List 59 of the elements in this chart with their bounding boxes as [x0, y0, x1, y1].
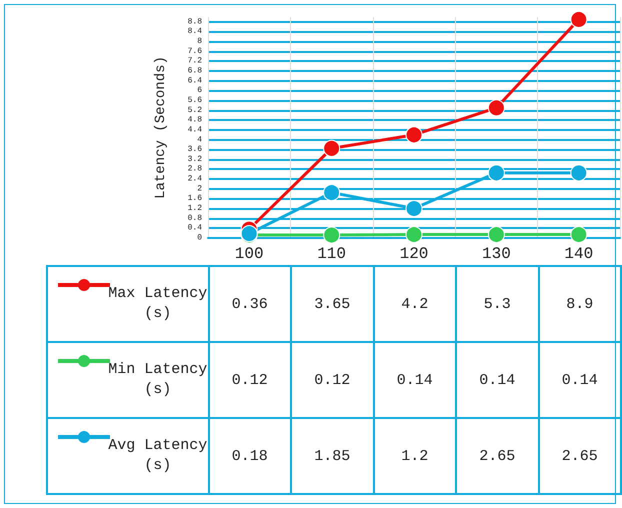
data-label: 0.12 [291, 342, 374, 418]
y-tick-label: 1.6 [188, 194, 202, 204]
y-tick-label: 2.4 [188, 174, 202, 184]
data-label: 0.14 [456, 342, 538, 418]
data-label: 2.65 [538, 418, 621, 494]
legend-label: Min Latency (s) [107, 360, 208, 400]
y-tick-label: 3.6 [188, 145, 202, 154]
data-label: 0.14 [374, 342, 456, 418]
y-tick-label: 0.4 [188, 224, 202, 233]
y-tick-label: 6.8 [188, 66, 202, 76]
y-tick-label: 8 [197, 37, 202, 46]
point [323, 184, 340, 202]
point [488, 226, 505, 244]
legend-label: Avg Latency (s) [107, 436, 208, 476]
point [570, 164, 588, 182]
data-label: 0.12 [208, 342, 292, 418]
data-label: 1.2 [374, 418, 456, 494]
y-tick-label: 6 [197, 86, 202, 96]
data-label: 0.18 [208, 418, 292, 494]
y-tick-label: 0.8 [188, 214, 202, 223]
x-tick-label: 130 [482, 245, 511, 263]
y-tick-label: 4.4 [188, 125, 202, 134]
y-tick-label: 7.6 [188, 46, 202, 56]
point [488, 164, 505, 182]
point [406, 126, 422, 144]
point [323, 226, 340, 244]
y-tick-label: 2.8 [188, 164, 202, 174]
data-label: 8.9 [538, 266, 621, 342]
point [406, 226, 422, 244]
y-tick-label: 1.2 [188, 204, 202, 214]
y-tick-label: 5.2 [188, 106, 202, 115]
data-label: 3.65 [291, 266, 374, 342]
y-tick-label: 7.2 [188, 56, 202, 66]
x-tick-label: 110 [317, 245, 346, 263]
y-tick-label: 8.8 [188, 17, 202, 26]
data-label: 2.65 [456, 418, 538, 494]
point [570, 226, 588, 244]
data-label: 1.85 [291, 418, 374, 494]
point [323, 140, 340, 157]
x-tick-label: 100 [234, 245, 264, 263]
y-tick-label: 4 [197, 135, 202, 144]
y-tick-label: 3.2 [188, 154, 202, 164]
y-tick-label: 4.8 [188, 116, 202, 125]
point [488, 99, 505, 116]
data-label: 0.14 [538, 342, 621, 418]
x-tick-label: 120 [400, 245, 428, 263]
data-label: 0.36 [208, 266, 292, 342]
y-tick-label: 5.6 [188, 96, 202, 105]
y-tick-label: 8.4 [188, 27, 202, 36]
legend-label: Max Latency (s) [107, 284, 208, 324]
y-tick-label: 2 [197, 184, 202, 194]
point [570, 10, 588, 28]
point [406, 200, 422, 218]
data-label: 4.2 [374, 266, 456, 342]
data-label: 5.3 [456, 266, 538, 342]
y-tick-label: 0 [197, 234, 202, 242]
x-tick-label: 140 [564, 245, 594, 263]
y-axis-title: Latency (Seconds) [153, 56, 169, 199]
y-tick-label: 6.4 [188, 76, 202, 86]
